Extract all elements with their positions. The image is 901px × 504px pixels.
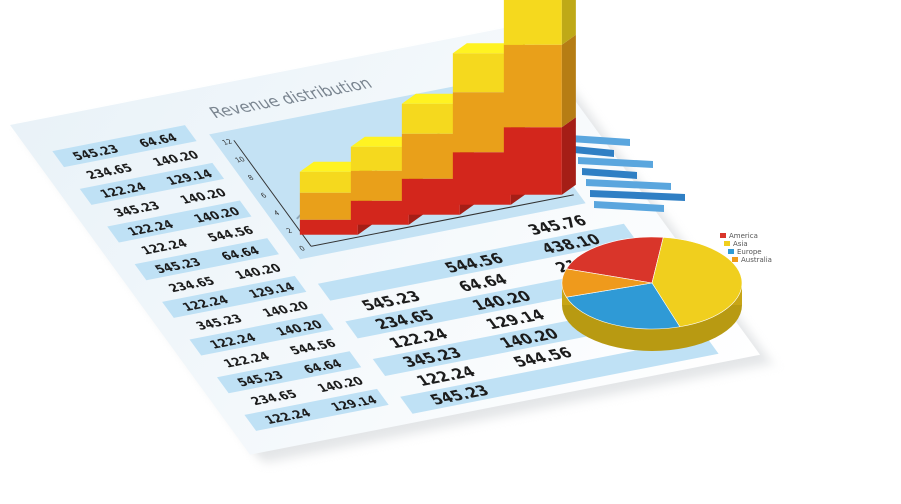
- bar-segment-front: [452, 152, 511, 205]
- table-stripe: [400, 336, 719, 414]
- bar-segment-front: [401, 103, 460, 134]
- table-stripe: [134, 238, 279, 281]
- bar-segment-front: [299, 219, 358, 235]
- bar-segment-front: [299, 171, 358, 193]
- y-tick-label: 10: [233, 155, 247, 164]
- legend-swatch: [732, 257, 738, 262]
- bar-segment-side: [561, 117, 576, 195]
- table-stripe: [216, 351, 362, 394]
- y-tick-label: 2: [284, 226, 294, 235]
- table-stripe: [317, 223, 637, 301]
- table-stripe: [79, 162, 225, 205]
- bar-segment-front: [350, 146, 409, 171]
- y-tick-label: 0: [297, 244, 307, 253]
- bar-segment-front: [401, 178, 460, 215]
- y-axis: [233, 140, 312, 247]
- legend-swatch: [728, 249, 734, 254]
- bar-segment-front: [503, 127, 562, 195]
- hbar: [574, 146, 614, 157]
- bar-segment-front: [452, 92, 511, 153]
- y-tick-label: 6: [259, 191, 269, 200]
- hbar: [578, 157, 653, 168]
- bar-segment-front: [503, 44, 562, 128]
- x-axis: [310, 194, 575, 247]
- pie-slice: [565, 282, 681, 330]
- bar-segment-side: [561, 0, 576, 45]
- hbar: [582, 168, 637, 179]
- legend-label: America: [729, 232, 758, 240]
- bar-segment-front: [452, 53, 511, 93]
- pie-slice: [561, 268, 653, 298]
- bar-segment-front: [350, 200, 409, 225]
- legend-swatch: [724, 241, 730, 246]
- table-stripe: [162, 275, 307, 318]
- bar-segment-front: [350, 170, 409, 201]
- y-tick-label: 8: [246, 173, 256, 182]
- bar-segment-front: [503, 0, 562, 45]
- legend-label: Australia: [741, 256, 772, 264]
- hbar: [570, 135, 630, 146]
- legend-swatch: [720, 233, 726, 238]
- table-stripe: [52, 125, 197, 168]
- pie-slice: [565, 236, 664, 284]
- hbar: [590, 190, 685, 201]
- legend-label: Europe: [737, 248, 762, 256]
- horizontal-bar-chart: [570, 135, 685, 212]
- pie-slice: [651, 237, 743, 328]
- hbar: [586, 179, 671, 190]
- bar-segment-front: [401, 133, 460, 179]
- y-tick-label: 4: [271, 209, 281, 218]
- table-stripe: [189, 313, 334, 356]
- table-stripe: [244, 388, 389, 431]
- stacked-bar-chart: [299, 0, 576, 235]
- legend-label: Asia: [733, 240, 748, 248]
- bar-segment-side: [561, 34, 576, 128]
- y-tick-label: 12: [220, 137, 234, 146]
- bar-segment-front: [299, 192, 358, 220]
- pie-chart: [561, 236, 743, 351]
- hbar: [594, 201, 664, 212]
- table-stripe: [107, 200, 252, 243]
